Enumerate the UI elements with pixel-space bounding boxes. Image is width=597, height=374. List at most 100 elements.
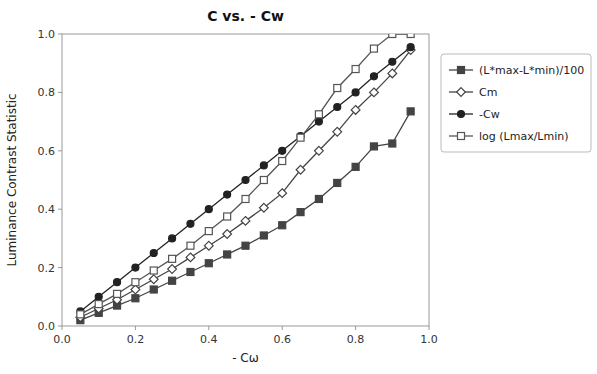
x-tick-label: 1.0 <box>420 333 438 346</box>
point <box>352 66 359 73</box>
point <box>168 265 177 274</box>
x-tick-label: 0.2 <box>127 333 145 346</box>
point <box>132 264 139 271</box>
x-tick-label: 0.4 <box>200 333 218 346</box>
legend-label: (L*max-L*min)/100 <box>479 64 584 77</box>
point <box>333 127 342 136</box>
point <box>95 293 102 300</box>
series <box>77 108 414 324</box>
x-tick-label: 0.0 <box>53 333 71 346</box>
point <box>186 253 195 262</box>
point <box>260 177 267 184</box>
point <box>297 209 304 216</box>
point <box>315 118 322 125</box>
point <box>278 189 287 198</box>
y-axis-label: Luminance Contrast Statistic <box>5 93 19 266</box>
point <box>370 45 377 52</box>
point <box>370 73 377 80</box>
x-tick <box>62 326 63 330</box>
legend-marker <box>458 111 465 118</box>
series-line <box>80 47 410 311</box>
point <box>315 195 322 202</box>
point <box>296 165 305 174</box>
point <box>242 195 249 202</box>
legend: (L*max-L*min)/100Cm-Cwlog (Lmax/Lmin) <box>441 54 591 152</box>
point <box>407 108 414 115</box>
series <box>77 34 414 318</box>
point <box>150 286 157 293</box>
point <box>260 232 267 239</box>
chart: 0.00.20.40.60.81.00.00.20.40.60.81.0C vs… <box>0 0 597 374</box>
point <box>241 217 250 226</box>
legend-marker <box>457 88 466 97</box>
plot-area <box>76 34 415 324</box>
point <box>187 242 194 249</box>
point <box>259 203 268 212</box>
point <box>315 146 324 155</box>
point <box>242 242 249 249</box>
series-line <box>80 34 410 314</box>
point <box>150 267 157 274</box>
x-tick <box>355 326 356 330</box>
title: C vs. - Cw <box>207 8 284 24</box>
point <box>150 250 157 257</box>
point <box>114 279 121 286</box>
x-tick <box>282 326 283 330</box>
x-tick <box>208 326 209 330</box>
y-tick-label: 0.6 <box>38 145 56 158</box>
point <box>407 44 414 51</box>
point <box>204 241 213 250</box>
plot-frame <box>62 34 429 326</box>
point <box>352 163 359 170</box>
point <box>114 290 121 297</box>
point <box>279 158 286 165</box>
point <box>389 140 396 147</box>
point <box>131 285 140 294</box>
point <box>297 134 304 141</box>
point <box>370 143 377 150</box>
point <box>169 277 176 284</box>
point <box>149 275 158 284</box>
point <box>352 89 359 96</box>
point <box>334 85 341 92</box>
y-tick-label: 0.4 <box>38 203 56 216</box>
point <box>389 58 396 65</box>
point <box>370 88 379 97</box>
axes: 0.00.20.40.60.81.00.00.20.40.60.81.0 <box>38 28 438 346</box>
series-line <box>80 50 410 317</box>
point <box>132 295 139 302</box>
point <box>169 235 176 242</box>
point <box>224 251 231 258</box>
point <box>279 222 286 229</box>
y-tick <box>58 92 62 93</box>
x-axis-label: - Cω <box>232 351 259 365</box>
point <box>334 104 341 111</box>
point <box>132 279 139 286</box>
point <box>224 213 231 220</box>
point <box>315 111 322 118</box>
point <box>169 255 176 262</box>
point <box>389 34 396 38</box>
legend-marker <box>458 67 465 74</box>
legend-marker <box>458 133 465 140</box>
y-tick-label: 0.8 <box>38 86 56 99</box>
x-tick-label: 0.6 <box>273 333 291 346</box>
point <box>242 177 249 184</box>
point <box>407 34 414 38</box>
point <box>351 106 360 115</box>
point <box>260 162 267 169</box>
point <box>388 69 397 78</box>
legend-frame <box>441 54 591 152</box>
y-tick-label: 0.2 <box>38 262 56 275</box>
point <box>224 191 231 198</box>
series-line <box>80 111 410 320</box>
point <box>187 268 194 275</box>
point <box>205 228 212 235</box>
point <box>77 311 84 318</box>
y-tick <box>58 267 62 268</box>
x-tick <box>429 326 430 330</box>
y-tick-label: 0.0 <box>38 320 56 333</box>
series <box>77 44 414 315</box>
series <box>76 46 415 322</box>
point <box>334 179 341 186</box>
